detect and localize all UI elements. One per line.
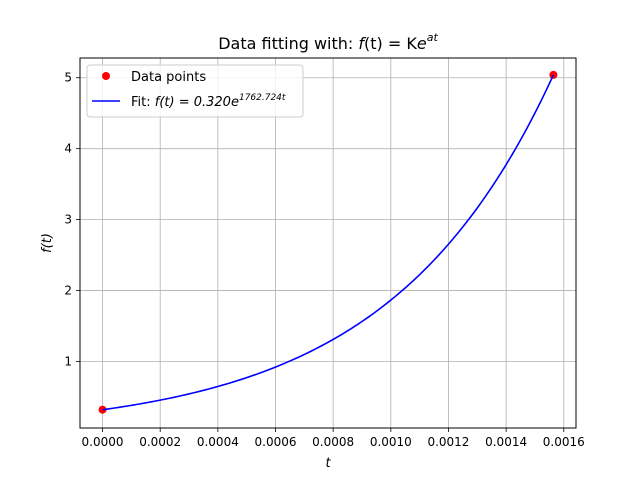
plot-frame: [79, 57, 577, 429]
legend-box: [86, 64, 304, 118]
grid-lines: [80, 58, 576, 428]
x-tick-label: 0.0016: [543, 435, 585, 449]
y-tick-label: 5: [64, 71, 72, 85]
x-tick-label: 0.0006: [255, 435, 297, 449]
y-axis-label: f(t): [40, 233, 55, 253]
axis-ticks: 0.0000 0.0002 0.0004 0.0006 0.0008 0.0010 0.00…: [64, 71, 584, 449]
x-tick-label: 0.0008: [312, 435, 354, 449]
x-tick-label: 0.0002: [139, 435, 181, 449]
y-tick-label: 1: [64, 354, 72, 368]
y-tick-label: 4: [64, 142, 72, 156]
legend: Data points Fit: f(t) = 0.320e1762.724t: [86, 64, 304, 118]
x-tick-label: 0.0014: [485, 435, 527, 449]
y-tick-label: 2: [64, 284, 72, 298]
x-tick-label: 0.0000: [82, 435, 124, 449]
x-tick-label: 0.0004: [197, 435, 239, 449]
legend-label-fit: Fit: f(t) = 0.320e1762.724t: [131, 93, 286, 110]
x-tick-label: 0.0010: [370, 435, 412, 449]
fit-curve-line: [102, 74, 555, 411]
x-tick-label: 0.0012: [427, 435, 469, 449]
legend-label-data-points: Data points: [131, 70, 206, 85]
x-axis-label: t: [325, 456, 331, 471]
legend-marker-data-points: [102, 72, 110, 80]
plot-series: [98, 70, 558, 414]
chart-title: Data fitting with: f(t) = Keat: [218, 31, 438, 53]
y-tick-label: 3: [64, 213, 72, 227]
